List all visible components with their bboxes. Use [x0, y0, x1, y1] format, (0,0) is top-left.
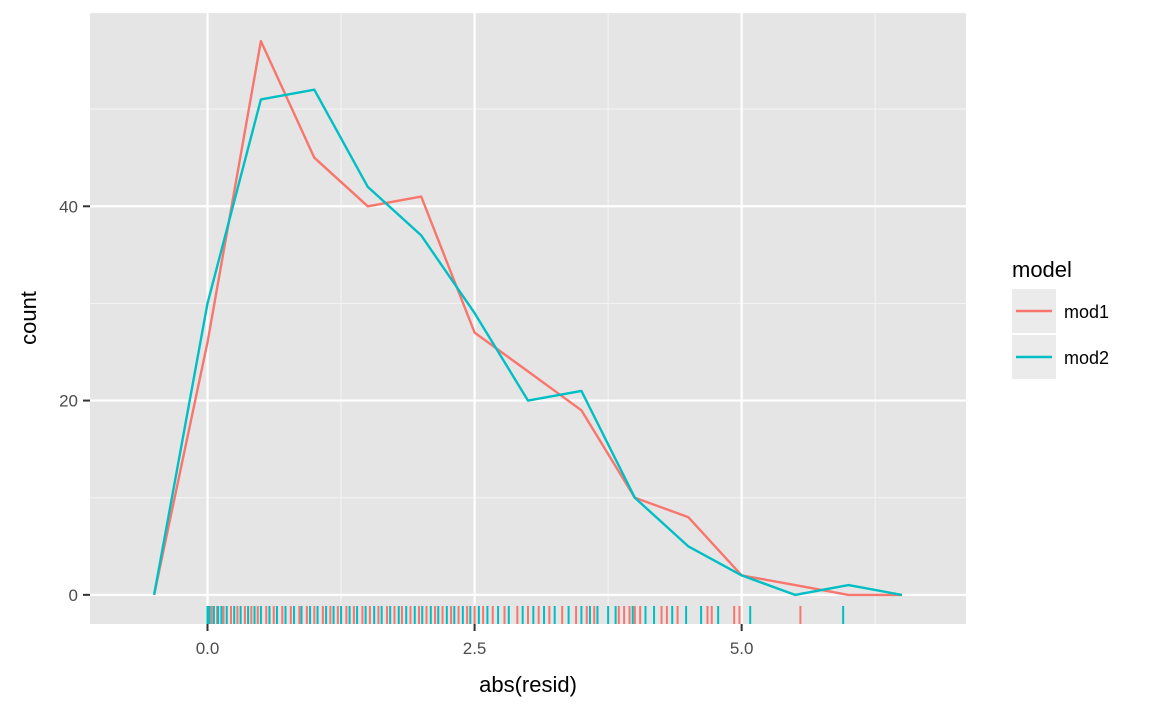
legend-label-mod2: mod2	[1064, 348, 1109, 368]
legend: model mod1 mod2	[1012, 257, 1109, 379]
x-axis-title: abs(resid)	[479, 672, 577, 697]
series-line-mod2	[152, 88, 903, 597]
y-axis-title: count	[16, 291, 41, 345]
x-tick-label: 0.0	[196, 639, 220, 658]
tick-labels: 0.0 2.5 5.0 0 20 40	[59, 197, 753, 658]
x-tick-label: 5.0	[730, 639, 754, 658]
series-layer	[152, 39, 903, 597]
y-tick-label: 0	[69, 586, 78, 605]
grid-minor	[90, 12, 966, 624]
legend-title: model	[1012, 257, 1072, 282]
legend-items: mod1 mod2	[1012, 289, 1109, 379]
y-tick-label: 20	[59, 392, 78, 411]
rug-layer	[206, 606, 845, 624]
x-tick-label: 2.5	[463, 639, 487, 658]
y-tick-label: 40	[59, 197, 78, 216]
legend-label-mod1: mod1	[1064, 302, 1109, 322]
panel-background	[90, 12, 966, 624]
series-line-mod1	[152, 39, 902, 597]
grid-major	[90, 10, 966, 624]
axis-ticks	[83, 205, 743, 631]
